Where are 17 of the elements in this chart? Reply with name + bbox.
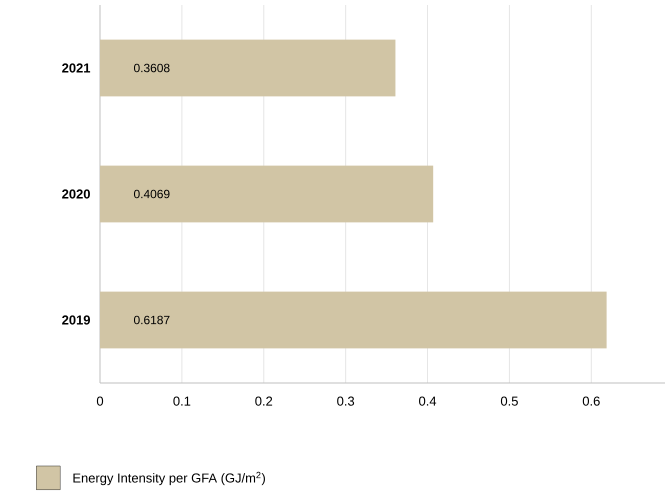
bar bbox=[100, 292, 607, 348]
x-tick-label: 0.3 bbox=[337, 396, 354, 406]
x-tick-label: 0.5 bbox=[500, 396, 518, 406]
y-tick-label: 2021 bbox=[62, 63, 90, 73]
x-tick-label: 0 bbox=[96, 396, 104, 406]
data-label: 0.6187 bbox=[134, 316, 170, 324]
data-label: 0.4069 bbox=[134, 190, 170, 198]
x-tick-label: 0.2 bbox=[255, 396, 272, 406]
bar bbox=[100, 40, 396, 96]
x-tick-label: 0.4 bbox=[419, 396, 436, 406]
legend-label: Energy Intensity per GFA (GJ/m$^{2}$) bbox=[73, 472, 265, 486]
bar bbox=[100, 166, 434, 222]
data-label: 0.3608 bbox=[134, 64, 170, 72]
x-tick-label: 0.1 bbox=[173, 396, 190, 406]
y-tick-label: 2019 bbox=[62, 315, 90, 325]
x-tick-label: 0.6 bbox=[582, 396, 600, 406]
y-tick-label: 2020 bbox=[62, 189, 90, 199]
